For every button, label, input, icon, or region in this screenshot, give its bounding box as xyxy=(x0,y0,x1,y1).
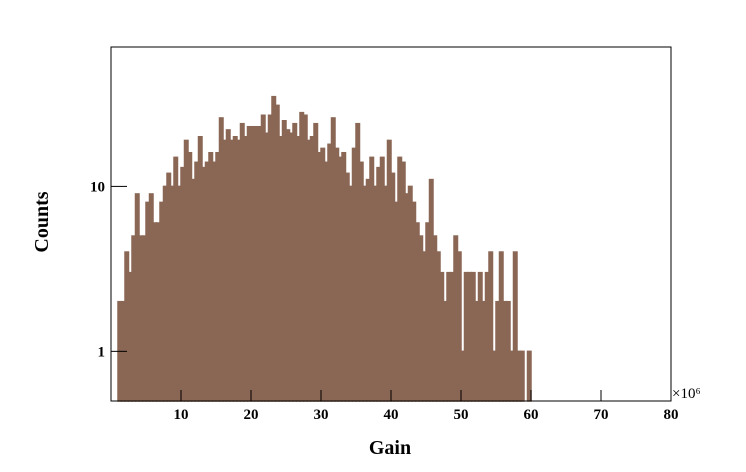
x-tick-label: 70 xyxy=(594,407,609,423)
y-tick-label: 1 xyxy=(98,344,106,360)
x-axis-title: Gain xyxy=(369,437,411,459)
bar xyxy=(526,350,532,402)
x-tick-label: 80 xyxy=(664,407,679,423)
y-tick-label: 10 xyxy=(90,179,105,195)
x-tick-label: 10 xyxy=(174,407,189,423)
x-tick-label: 20 xyxy=(244,407,259,423)
x-tick-label: 30 xyxy=(314,407,329,423)
x-tick-label: 60 xyxy=(524,407,539,423)
x-multiplier: ×10⁶ xyxy=(672,386,701,402)
x-tick-label: 40 xyxy=(384,407,399,423)
x-tick-label: 50 xyxy=(454,407,469,423)
y-axis-title: Counts xyxy=(31,191,53,252)
bar xyxy=(519,350,525,402)
